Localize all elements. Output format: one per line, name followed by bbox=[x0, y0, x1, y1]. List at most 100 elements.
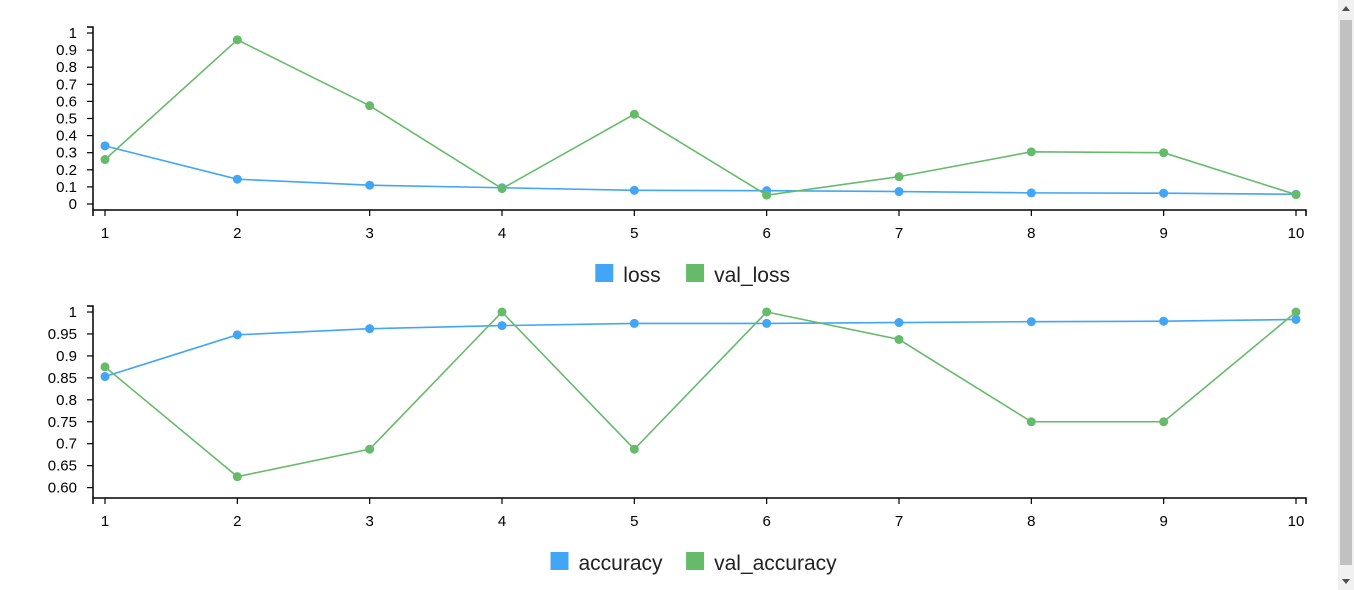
legend-label-accuracy: accuracy bbox=[579, 552, 664, 575]
x-axis-line bbox=[92, 497, 1307, 504]
x-tick-label: 8 bbox=[1027, 225, 1035, 242]
series-line-accuracy bbox=[104, 318, 1297, 378]
x-tick-label: 7 bbox=[895, 513, 903, 530]
data-point-val_loss bbox=[100, 155, 110, 165]
y-tick-label: 0 bbox=[69, 196, 77, 213]
legend: accuracy val_accuracy bbox=[550, 552, 837, 575]
data-point-val_accuracy bbox=[232, 472, 242, 482]
data-point-accuracy bbox=[232, 330, 242, 340]
x-tick-label: 2 bbox=[233, 513, 241, 530]
data-point-val_loss bbox=[232, 35, 242, 45]
y-tick-label: 0.6 bbox=[56, 93, 77, 110]
y-tick-label: 0.8 bbox=[56, 392, 77, 409]
data-point-accuracy bbox=[497, 321, 507, 331]
data-point-val_loss bbox=[894, 172, 904, 182]
data-point-val_loss bbox=[497, 184, 507, 194]
accuracy-chart: 0.60 0.65 0.7 0.75 0.8 0.85 0.9 0.95 1 1 2 3 4 5 6 7 8 9 1… bbox=[48, 304, 1307, 575]
data-point-val_accuracy bbox=[1026, 417, 1036, 427]
legend-swatch-val_loss bbox=[686, 264, 705, 282]
loss-chart: 00.10.20.30.40.50.60.70.80.911 2 3 4 5 6 7 8 9 10… bbox=[56, 25, 1307, 287]
y-tick-label: 1 bbox=[69, 304, 77, 321]
data-point-loss bbox=[100, 141, 110, 151]
y-tick-label: 1 bbox=[69, 25, 77, 42]
data-point-accuracy bbox=[629, 318, 639, 328]
data-point-val_accuracy bbox=[497, 307, 507, 317]
scroll-down-arrow-icon[interactable] bbox=[1342, 579, 1350, 584]
scroll-up-arrow-icon[interactable] bbox=[1342, 6, 1350, 11]
x-tick-label: 4 bbox=[498, 513, 506, 530]
data-point-val_accuracy bbox=[1291, 307, 1301, 317]
data-point-accuracy bbox=[100, 372, 110, 382]
data-point-val_accuracy bbox=[100, 362, 110, 372]
legend-swatch-loss bbox=[595, 264, 614, 282]
x-axis-line bbox=[92, 209, 1307, 216]
data-point-val_loss bbox=[1026, 147, 1036, 157]
x-tick-label: 8 bbox=[1027, 513, 1035, 530]
vertical-scrollbar[interactable] bbox=[1338, 0, 1354, 590]
y-tick-label: 0.4 bbox=[56, 128, 77, 145]
data-point-val_loss bbox=[1291, 190, 1301, 200]
series-line-loss bbox=[104, 145, 1297, 196]
y-tick-label: 0.7 bbox=[56, 76, 77, 93]
legend-swatch-accuracy bbox=[550, 552, 569, 570]
x-tick-label: 4 bbox=[498, 225, 506, 242]
x-tick-label: 7 bbox=[895, 225, 903, 242]
x-tick-label: 2 bbox=[233, 225, 241, 242]
data-point-val_accuracy bbox=[1159, 417, 1169, 427]
y-tick-label: 0.3 bbox=[56, 145, 77, 162]
legend-label-val_loss: val_loss bbox=[714, 264, 790, 287]
legend-swatch-val_accuracy bbox=[686, 552, 705, 570]
y-axis-line bbox=[87, 305, 94, 498]
x-tick-label: 9 bbox=[1159, 513, 1167, 530]
x-tick-label: 1 bbox=[101, 225, 109, 242]
data-point-val_loss bbox=[365, 101, 375, 111]
data-point-accuracy bbox=[1291, 314, 1301, 324]
y-tick-label: 0.9 bbox=[56, 42, 77, 59]
data-point-loss bbox=[1159, 188, 1169, 198]
data-point-accuracy bbox=[1026, 317, 1036, 327]
scroll-thumb[interactable] bbox=[1340, 20, 1352, 565]
y-axis-line bbox=[87, 26, 94, 210]
data-point-val_loss bbox=[629, 109, 639, 119]
x-tick-label: 5 bbox=[630, 513, 638, 530]
x-tick-label: 3 bbox=[365, 225, 373, 242]
data-point-accuracy bbox=[762, 318, 772, 328]
x-tick-label: 9 bbox=[1159, 225, 1167, 242]
y-tick-label: 0.8 bbox=[56, 59, 77, 76]
y-tick-label: 0.1 bbox=[56, 179, 77, 196]
data-point-val_loss bbox=[1159, 148, 1169, 158]
x-tick-label: 10 bbox=[1288, 225, 1305, 242]
y-tick-label: 0.95 bbox=[48, 326, 77, 343]
x-tick-label: 5 bbox=[630, 225, 638, 242]
x-tick-label: 3 bbox=[365, 513, 373, 530]
y-tick-label: 0.75 bbox=[48, 414, 77, 431]
data-point-val_loss bbox=[762, 190, 772, 200]
x-tick-label: 1 bbox=[101, 513, 109, 530]
y-tick-label: 0.65 bbox=[48, 458, 77, 475]
y-tick-label: 0.7 bbox=[56, 436, 77, 453]
data-point-accuracy bbox=[1159, 316, 1169, 326]
legend-label-val_accuracy: val_accuracy bbox=[714, 552, 837, 575]
x-tick-label: 6 bbox=[762, 225, 770, 242]
legend: loss val_loss bbox=[595, 264, 790, 287]
series-line-val_accuracy bbox=[104, 310, 1297, 478]
y-tick-label: 0.2 bbox=[56, 162, 77, 179]
data-point-loss bbox=[232, 174, 242, 184]
data-point-loss bbox=[365, 180, 375, 190]
y-tick-label: 0.60 bbox=[48, 480, 77, 497]
legend-label-loss: loss bbox=[623, 264, 660, 287]
x-tick-label: 10 bbox=[1288, 513, 1305, 530]
y-tick-label: 0.9 bbox=[56, 348, 77, 365]
data-point-loss bbox=[894, 187, 904, 197]
data-point-accuracy bbox=[365, 324, 375, 334]
series-line-val_loss bbox=[104, 38, 1297, 196]
data-point-val_accuracy bbox=[894, 334, 904, 344]
data-point-val_accuracy bbox=[629, 444, 639, 454]
data-point-accuracy bbox=[894, 318, 904, 328]
x-tick-label: 6 bbox=[762, 513, 770, 530]
y-tick-label: 0.5 bbox=[56, 111, 77, 128]
data-point-val_accuracy bbox=[365, 444, 375, 454]
data-point-loss bbox=[629, 185, 639, 195]
